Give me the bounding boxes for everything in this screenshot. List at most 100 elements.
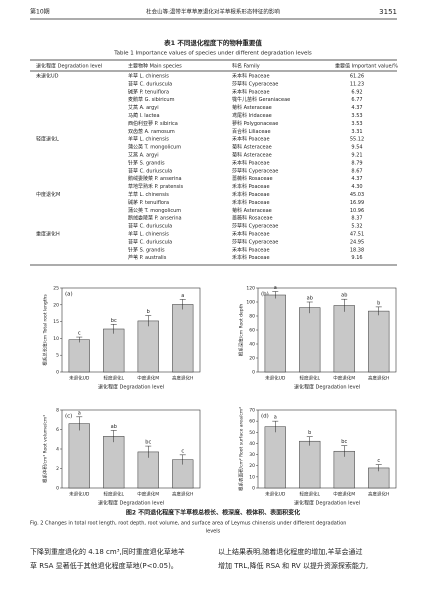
significance-letter: ab [111, 424, 117, 430]
y-tick-label: 20 [53, 302, 59, 308]
body-text: 下降到重度退化的 4.18 cm³,同时重度退化草地羊 [30, 547, 185, 556]
panel-label: (c) [65, 414, 72, 420]
x-tick-label: 高度退化H [368, 491, 389, 498]
table-cell: 4.37 [351, 105, 362, 111]
y-tick-label: 5 [56, 353, 59, 359]
y-tick-label: 80 [249, 314, 255, 320]
bar [172, 304, 194, 373]
significance-letter: a [274, 415, 277, 421]
significance-letter: b [147, 309, 150, 315]
x-axis-label: 退化程度 Degradation level [98, 384, 164, 391]
y-axis-label: 根系体积/cm³ Root volume/cm³ [42, 415, 49, 483]
table-cell: 61.26 [350, 74, 364, 80]
significance-letter: b [377, 300, 380, 306]
table-cell: 中度退化M [36, 191, 60, 198]
bar [137, 320, 159, 373]
table-header: 主要物种 Main species [128, 63, 182, 70]
x-tick-label: 轻度退化L [103, 491, 124, 498]
table-cell: 禾本科 Poaceae [232, 159, 270, 166]
table-cell: 菊科 Asteraceae [232, 104, 272, 111]
y-tick-label: 6 [56, 427, 59, 433]
significance-letter: bc [111, 318, 117, 324]
table-cell: 3.53 [351, 113, 362, 119]
x-tick-label: 轻度退化L [299, 375, 320, 382]
table-caption-cn: 表1 不同退化程度下的物种重要值 [163, 38, 262, 47]
table-cell: 蒲公英 T. mongolicum [128, 207, 181, 214]
body-text: 增加 TRL,降低 RSA 和 RV 以提升资源探索能力, [218, 561, 368, 570]
table-cell: 禾本科 Poaceae [232, 199, 270, 206]
table-cell: 禾本科 Poaceae [232, 73, 270, 80]
table-cell: 羊草 L. chinensis [128, 231, 169, 238]
x-tick-label: 高度退化H [172, 491, 193, 498]
significance-letter: c [377, 458, 380, 464]
x-tick-label: 高度退化H [368, 375, 389, 382]
table-cell: 禾本科 Poaceae [232, 231, 270, 238]
table-cell: 莎草科 Cyperaceae [232, 80, 278, 87]
table-cell: 蔷薇科 Rosaceae [232, 175, 273, 182]
table-cell: 针茅 S. grandis [128, 246, 165, 253]
table-cell: 莎草科 Cyperaceae [232, 167, 278, 174]
figure-caption-cn: 图2 不同退化程度下羊草根总根长、根深度、根体积、表面积变化 [126, 509, 300, 517]
table-cell: 4.30 [351, 184, 362, 190]
y-tick-label: 40 [249, 342, 255, 348]
y-tick-label: 0 [56, 370, 59, 376]
x-tick-label: 高度退化H [172, 375, 193, 382]
y-tick-label: 2 [56, 466, 59, 472]
bar [68, 339, 90, 373]
y-tick-label: 8 [56, 408, 59, 414]
table-cell: 菊科 Asteraceae [232, 152, 272, 159]
table-cell: 碱茅 P. tenuiflora [128, 199, 169, 206]
page-number: 3151 [379, 8, 397, 16]
table-cell: 针茅 S. grandis [128, 159, 165, 166]
plot-frame [61, 287, 201, 373]
table-cell: 禾本科 Poaceae [232, 191, 270, 198]
bar [68, 423, 90, 489]
x-tick-label: 未退化UD [265, 491, 286, 498]
bar [264, 426, 286, 489]
bar [299, 307, 321, 373]
table-cell: 6.92 [351, 89, 362, 95]
y-tick-label: 60 [249, 419, 255, 425]
issue: 第10期 [30, 8, 50, 16]
table-cell: 禾本科 Poaceae [232, 183, 270, 190]
table-cell: 轻度退化L [36, 136, 59, 143]
y-tick-label: 10 [53, 336, 59, 342]
figure-caption-en: Fig. 2 Changes in total root length, roo… [30, 521, 346, 527]
table-cell: 马蔺 I. lactea [128, 112, 160, 119]
figure-caption-en: levels [206, 529, 221, 535]
x-tick-label: 中度退化M [137, 491, 159, 498]
table-cell: 3.53 [351, 121, 362, 127]
x-tick-label: 未退化UD [69, 375, 90, 382]
significance-letter: bc [341, 439, 347, 445]
y-tick-label: 4 [56, 447, 59, 453]
table-cell: 菊科 Asteraceae [232, 144, 272, 151]
table-cell: 4.37 [351, 176, 362, 182]
bar [368, 310, 390, 373]
table-cell: 苔草 C. duriuscula [128, 80, 172, 87]
table-cell: 禾本科 Poaceae [232, 246, 270, 253]
x-tick-label: 未退化UD [69, 491, 90, 498]
table-cell: 禾本科 Poaceae [232, 136, 270, 143]
table-cell: 24.95 [350, 239, 364, 245]
x-tick-label: 轻度退化L [103, 375, 124, 382]
table-cell: 重度退化H [36, 231, 60, 238]
significance-letter: c [181, 448, 184, 454]
table-cell: 18.38 [350, 247, 364, 253]
panel-label: (d) [261, 414, 269, 420]
table-cell: 双齿葱 A. ramosum [128, 128, 175, 135]
table-cell: 16.99 [350, 200, 364, 206]
table-cell: 鸢尾科 Iridaceae [232, 112, 272, 119]
y-axis-label: 根系深度/cm Root depth [238, 304, 245, 357]
table-cell: 鹅绒委陵菜 P. anserina [128, 175, 182, 182]
x-tick-label: 中度退化M [333, 375, 355, 382]
table-cell: 禾本科 Poaceae [232, 254, 270, 261]
x-axis-label: 退化程度 Degradation level [294, 500, 360, 507]
y-tick-label: 10 [249, 474, 255, 480]
table-cell: 55.12 [350, 137, 364, 143]
table-caption-en: Table 1 Importance values of species und… [113, 51, 312, 57]
y-axis-label: 根系总长度/cm Total root lengths [42, 294, 49, 366]
table-cell: 羊草 L. chinensis [128, 136, 169, 143]
y-tick-label: 20 [249, 356, 255, 362]
table-cell: 45.03 [350, 192, 364, 198]
